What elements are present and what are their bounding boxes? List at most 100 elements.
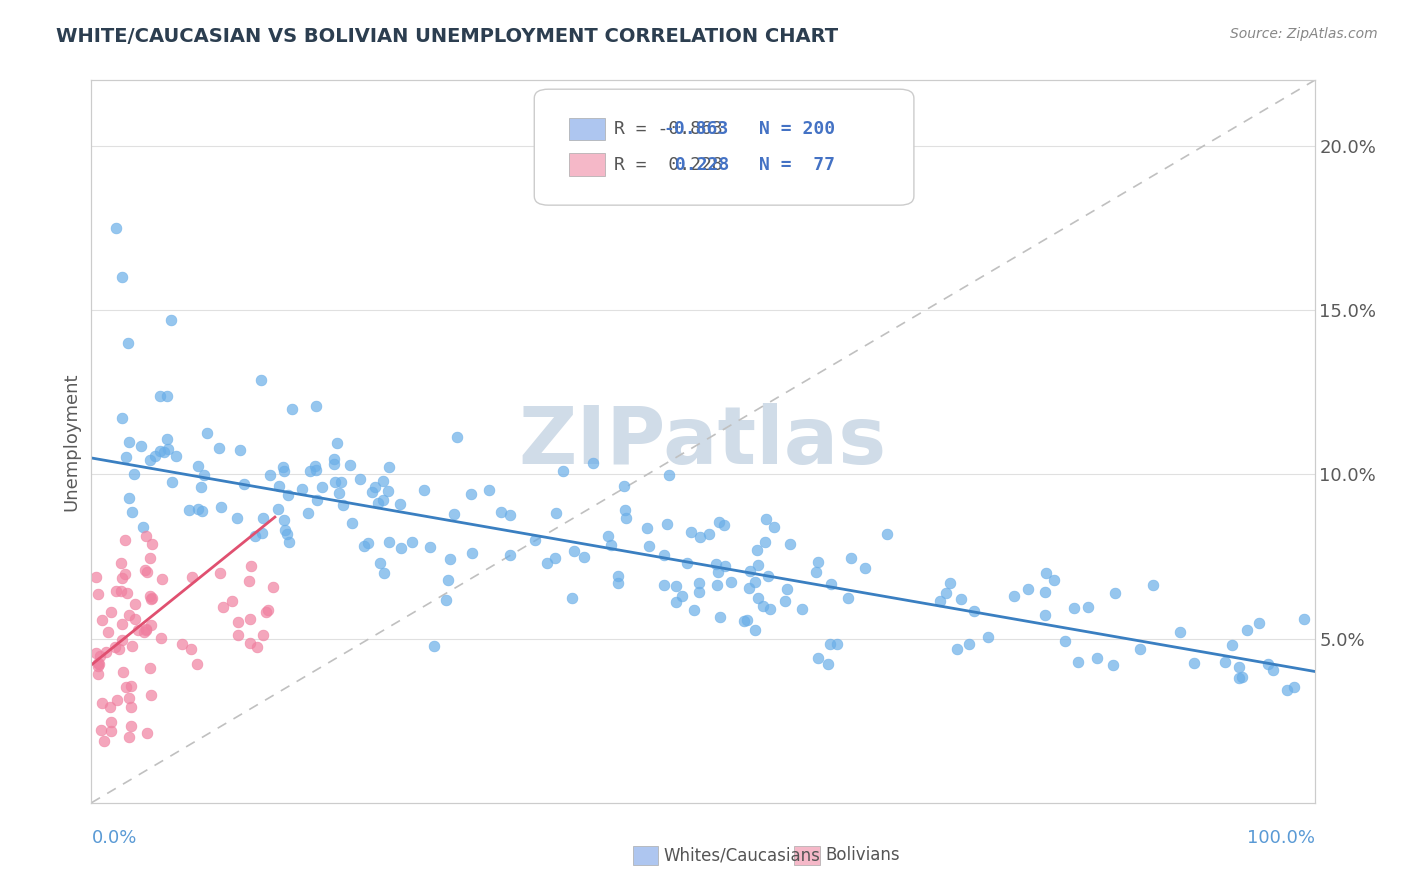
- Point: [86, 658, 108, 673]
- Point: [423, 639, 446, 653]
- Point: [1261, 663, 1284, 677]
- Point: [212, 600, 235, 615]
- Point: [706, 577, 728, 591]
- Point: [160, 313, 183, 327]
- Point: [790, 602, 813, 616]
- Point: [110, 583, 132, 598]
- Point: [136, 565, 159, 579]
- Point: [209, 566, 232, 580]
- Point: [141, 591, 163, 605]
- Text: N = 200: N = 200: [759, 120, 835, 138]
- Point: [149, 389, 172, 403]
- Point: [807, 555, 830, 569]
- Point: [779, 537, 801, 551]
- Point: [478, 483, 501, 497]
- Point: [752, 599, 775, 614]
- Point: [111, 270, 134, 285]
- Point: [744, 623, 766, 637]
- Point: [238, 574, 260, 588]
- Point: [446, 430, 468, 444]
- Point: [115, 586, 138, 600]
- Point: [89, 649, 111, 664]
- Point: [149, 444, 172, 458]
- Point: [652, 549, 675, 563]
- Point: [271, 459, 294, 474]
- Point: [697, 527, 720, 541]
- Point: [305, 399, 328, 413]
- Point: [281, 402, 304, 417]
- Point: [356, 536, 378, 550]
- Point: [837, 591, 859, 606]
- Point: [195, 426, 218, 441]
- Point: [367, 496, 389, 510]
- Point: [745, 543, 768, 558]
- Point: [307, 492, 329, 507]
- Point: [437, 573, 460, 587]
- Point: [150, 573, 173, 587]
- Point: [329, 475, 352, 489]
- Point: [950, 591, 973, 606]
- Point: [233, 477, 256, 491]
- Text: ZIPatlas: ZIPatlas: [519, 402, 887, 481]
- Y-axis label: Unemployment: Unemployment: [62, 372, 80, 511]
- Point: [1249, 616, 1271, 631]
- Point: [544, 550, 567, 565]
- Point: [277, 535, 299, 549]
- Point: [371, 474, 394, 488]
- Point: [115, 681, 138, 695]
- Point: [756, 568, 779, 582]
- Point: [139, 589, 162, 603]
- Text: 0.228: 0.228: [664, 156, 728, 174]
- Point: [1043, 574, 1066, 588]
- Point: [117, 336, 139, 351]
- Point: [139, 452, 162, 467]
- Point: [291, 482, 314, 496]
- Point: [239, 636, 262, 650]
- Point: [134, 564, 156, 578]
- Point: [689, 530, 711, 544]
- Point: [1017, 582, 1039, 597]
- Point: [596, 529, 619, 543]
- Point: [254, 605, 277, 619]
- Point: [1213, 655, 1236, 669]
- Point: [267, 502, 290, 516]
- Point: [209, 500, 232, 515]
- Point: [257, 603, 280, 617]
- Point: [499, 508, 522, 522]
- Text: -0.863: -0.863: [664, 120, 728, 138]
- Point: [149, 631, 172, 645]
- Point: [935, 586, 957, 600]
- Point: [713, 518, 735, 533]
- Point: [817, 657, 839, 671]
- Point: [124, 612, 146, 626]
- Point: [1067, 656, 1090, 670]
- Point: [190, 503, 212, 517]
- Point: [1227, 671, 1250, 685]
- Point: [607, 575, 630, 590]
- Point: [138, 550, 160, 565]
- Point: [562, 544, 585, 558]
- Point: [104, 221, 127, 235]
- Point: [876, 527, 898, 541]
- Point: [117, 607, 139, 622]
- Point: [111, 633, 134, 648]
- Point: [820, 577, 842, 591]
- Point: [1142, 578, 1164, 592]
- Point: [1236, 624, 1258, 638]
- Point: [114, 566, 136, 581]
- Point: [1002, 589, 1025, 603]
- Point: [665, 595, 688, 609]
- Point: [139, 592, 162, 607]
- Point: [120, 700, 142, 714]
- Point: [413, 483, 436, 498]
- Point: [599, 538, 621, 552]
- Point: [228, 443, 250, 458]
- Point: [755, 512, 778, 526]
- Point: [1102, 657, 1125, 672]
- Point: [132, 625, 155, 640]
- Point: [86, 587, 108, 601]
- Point: [582, 456, 605, 470]
- Point: [804, 565, 827, 579]
- Point: [657, 517, 679, 532]
- Point: [90, 723, 112, 737]
